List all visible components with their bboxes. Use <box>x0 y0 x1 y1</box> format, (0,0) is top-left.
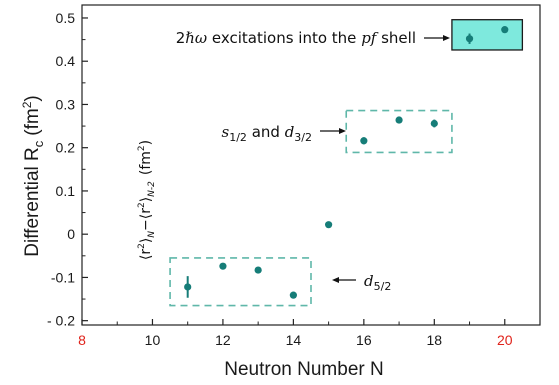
inner-ylabel-r1: ⟨r <box>138 249 154 260</box>
data-point <box>325 221 333 229</box>
data-marker <box>289 291 297 299</box>
x-tick-label: 8 <box>78 332 86 348</box>
data-point <box>219 262 227 270</box>
s-label: s <box>222 123 230 141</box>
data-point <box>465 33 474 44</box>
inner-ylabel-r2: ⟨r <box>138 208 154 219</box>
data-marker <box>360 137 368 145</box>
y-tick-label: 0.2 <box>56 140 76 156</box>
x-tick-label: 12 <box>215 332 231 348</box>
plot-frame <box>81 4 541 326</box>
pf-arrow <box>424 35 450 41</box>
y-tick-label: 0 <box>67 226 75 242</box>
data-marker <box>465 35 474 43</box>
pf-label-prefix: 2 <box>176 29 186 47</box>
y-tick-label: - 0.2 <box>47 313 75 329</box>
x-axis-title: Neutron Number N <box>224 359 383 380</box>
y-tick-label: -0.1 <box>51 269 75 285</box>
inner-ylabel-close2: ⟩ <box>138 197 154 202</box>
data-point <box>501 26 509 34</box>
inner-y-axis-label: ⟨r2⟩N−⟨r2⟩N-2(fm2) <box>137 140 157 260</box>
s12-d32-arrow <box>320 128 346 134</box>
data-point <box>360 137 368 145</box>
y-title-units: (fm <box>22 108 43 135</box>
region-box-d52 <box>169 257 312 307</box>
d52-label: d <box>364 272 374 290</box>
data-marker <box>501 26 509 34</box>
data-point <box>254 266 262 274</box>
pf-shell-annotation: 2ℏω excitations into the pf shell <box>176 29 416 47</box>
x-tick-label: 10 <box>145 332 161 348</box>
inner-ylabel-subN: N <box>147 231 157 238</box>
d-label-sub: 3/2 <box>294 131 312 144</box>
d-label: d <box>285 123 295 141</box>
pf-label-middle: excitations into the <box>207 29 361 47</box>
region-layer <box>169 19 524 307</box>
x-tick-label: 20 <box>497 332 513 348</box>
y-title-units-close: ) <box>22 95 43 101</box>
s-label-sub: 1/2 <box>229 131 247 144</box>
x-tick-label: 18 <box>427 332 443 348</box>
inner-ylabel-units-power: 2 <box>137 145 147 151</box>
x-tick-label: 14 <box>286 332 302 348</box>
data-marker <box>430 119 438 128</box>
data-point <box>395 116 403 124</box>
region-box-pf <box>451 19 524 51</box>
inner-ylabel-sup2: 2 <box>137 202 147 208</box>
region-box-s12d32 <box>345 109 453 154</box>
s12-d32-annotation: s1/2 and d3/2 <box>222 123 312 144</box>
y-title-subscript: c <box>31 140 46 147</box>
inner-ylabel-units: (fm <box>138 151 154 175</box>
inner-ylabel-close1: ⟩ <box>138 238 154 243</box>
data-point <box>430 119 438 128</box>
y-tick-label: 0.4 <box>56 53 76 69</box>
y-tick-label: 0.1 <box>56 183 76 199</box>
data-marker <box>254 266 262 274</box>
annotations: 2ℏω excitations into the pf shell s1/2 a… <box>176 29 450 293</box>
d52-label-sub: 5/2 <box>374 280 392 293</box>
data-points <box>184 26 509 299</box>
data-marker <box>325 221 333 229</box>
pf-label-suffix: shell <box>376 29 416 47</box>
data-marker <box>395 116 403 124</box>
x-axis-ticks: 8 10 12 14 16 18 20 <box>78 319 513 348</box>
inner-ylabel-units-close: ) <box>138 140 154 145</box>
y-tick-label: 0.3 <box>56 96 76 112</box>
d52-annotation: d5/2 <box>364 272 391 293</box>
y-tick-label: 0.5 <box>56 10 76 26</box>
y-axis-ticks: - 0.2 -0.1 0 0.1 0.2 0.3 0.4 0.5 <box>47 10 88 329</box>
inner-ylabel-sup1: 2 <box>137 243 147 249</box>
x-tick-label: 16 <box>356 332 372 348</box>
pf-label-hbar: ℏω <box>185 29 207 47</box>
inner-ylabel-minus: − <box>138 219 154 231</box>
pf-label-italic: pf <box>361 29 379 47</box>
d52-arrow <box>332 277 356 283</box>
y-axis-title: Differential Rc (fm2) <box>20 95 46 256</box>
data-marker <box>219 262 227 270</box>
y-title-units-power: 2 <box>20 101 34 108</box>
data-point <box>184 276 192 298</box>
y-title-main: Differential R <box>22 147 43 256</box>
data-point <box>289 291 297 299</box>
data-marker <box>184 283 192 291</box>
inner-ylabel-subN2: N-2 <box>147 181 157 197</box>
and-label: and <box>247 123 285 141</box>
